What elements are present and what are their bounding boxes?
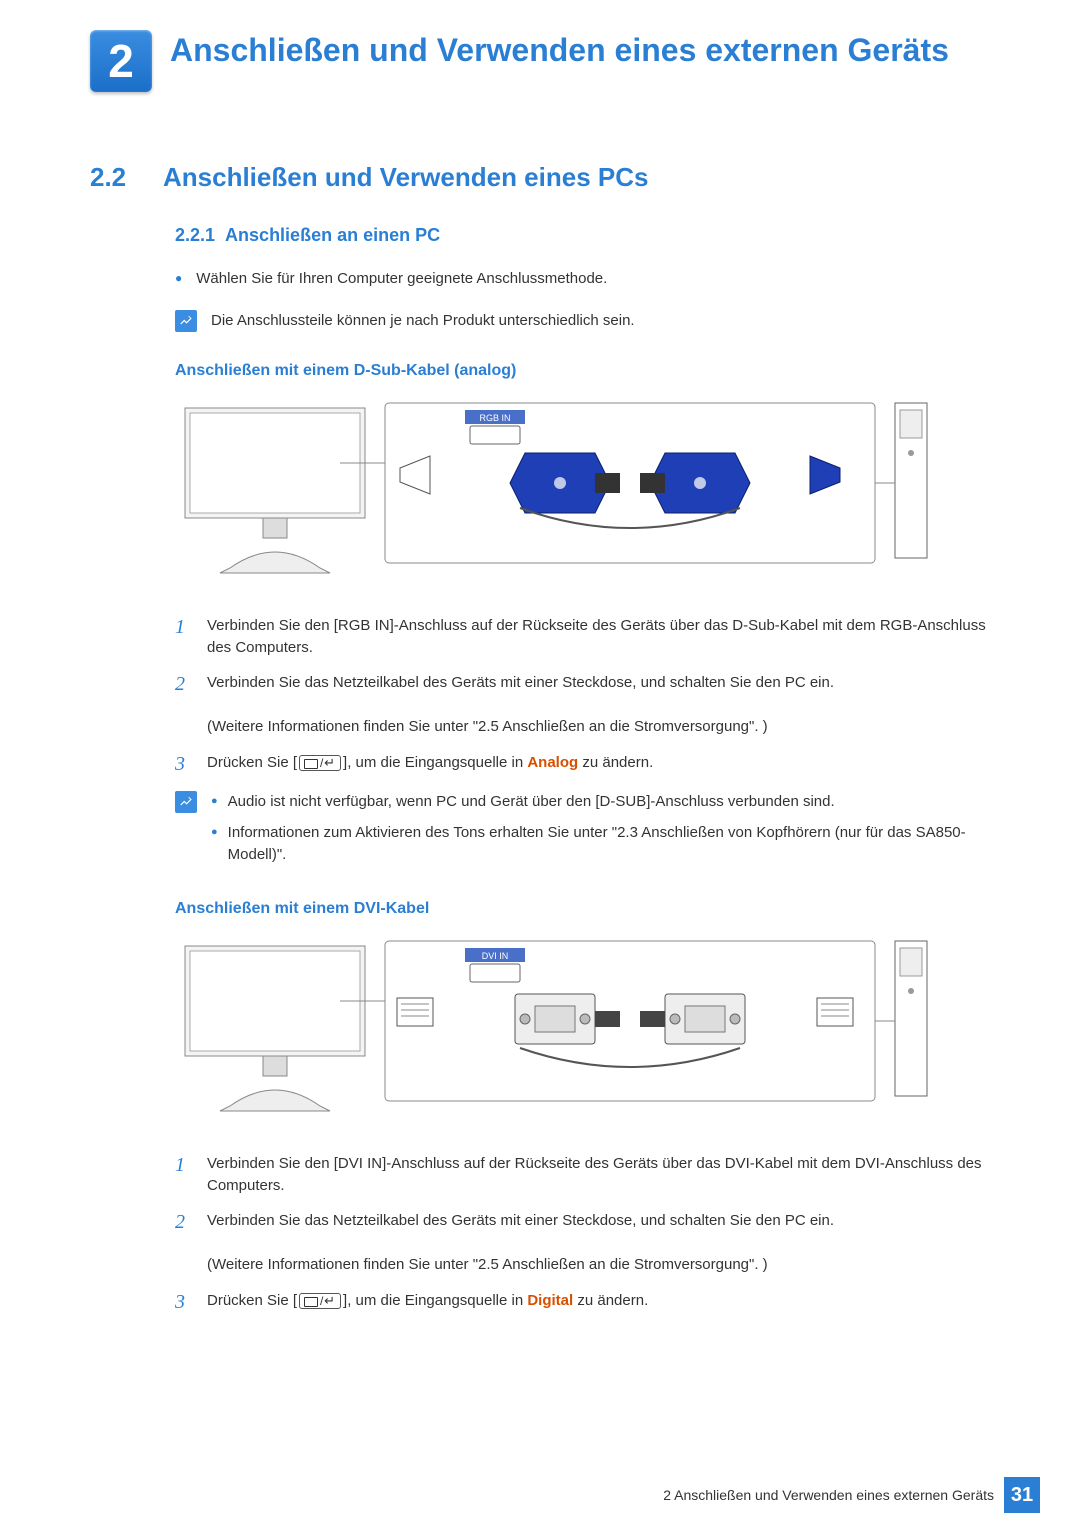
step-item: 2 Verbinden Sie das Netzteilkabel des Ge… — [175, 672, 990, 737]
step-item: 1 Verbinden Sie den [DVI IN]-Anschluss a… — [175, 1153, 990, 1197]
note-text: Die Anschlussteile können je nach Produk… — [211, 310, 635, 332]
source-button-icon: / — [299, 755, 341, 771]
step-text: Verbinden Sie den [DVI IN]-Anschluss auf… — [207, 1153, 990, 1197]
bullet-icon: ● — [211, 822, 218, 866]
chapter-badge: 2 — [90, 30, 152, 92]
step-text-sub: (Weitere Informationen finden Sie unter … — [207, 718, 768, 735]
chapter-header: 2 Anschließen und Verwenden eines extern… — [90, 30, 990, 92]
step-number: 2 — [175, 672, 193, 697]
note-icon — [175, 310, 197, 332]
step3-highlight: Analog — [527, 754, 578, 771]
step-text-sub: (Weitere Informationen finden Sie unter … — [207, 1256, 768, 1273]
step-number: 3 — [175, 1290, 193, 1315]
footer-text: 2 Anschließen und Verwenden eines extern… — [663, 1487, 994, 1503]
note-item-text: Audio ist nicht verfügbar, wenn PC und G… — [228, 791, 835, 813]
step3-pre: Drücken Sie [ — [207, 754, 297, 771]
dsub-diagram: RGB IN — [175, 398, 990, 593]
note-icon — [175, 791, 197, 813]
page-footer: 2 Anschließen und Verwenden eines extern… — [663, 1477, 1040, 1513]
step-item: 1 Verbinden Sie den [RGB IN]-Anschluss a… — [175, 615, 990, 659]
subsection-number: 2.2.1 — [175, 225, 215, 246]
step3-post: ], um die Eingangsquelle in — [343, 1292, 527, 1309]
note-list-block: ● Audio ist nicht verfügbar, wenn PC und … — [175, 791, 990, 876]
source-button-icon: / — [299, 1293, 341, 1309]
vga-connector-icon — [510, 453, 620, 513]
step-item: 3 Drücken Sie [/], um die Eingangsquelle… — [175, 752, 990, 777]
note-list-item: ●Informationen zum Aktivieren des Tons e… — [211, 822, 990, 866]
step-number: 3 — [175, 752, 193, 777]
step-item: 2 Verbinden Sie das Netzteilkabel des Ge… — [175, 1210, 990, 1275]
step-number: 1 — [175, 1153, 193, 1178]
chapter-number: 2 — [108, 34, 134, 88]
step-text: Verbinden Sie das Netzteilkabel des Gerä… — [207, 672, 834, 737]
step-number: 1 — [175, 615, 193, 640]
page-number: 31 — [1004, 1477, 1040, 1513]
note-list-item: ● Audio ist nicht verfügbar, wenn PC und … — [211, 791, 990, 813]
step3-end: zu ändern. — [573, 1292, 648, 1309]
note-item-text: Informationen zum Aktivieren des Tons er… — [228, 822, 990, 866]
subsection-heading: 2.2.1 Anschließen an einen PC — [175, 225, 990, 246]
step3-highlight: Digital — [527, 1292, 573, 1309]
step-text: Drücken Sie [/], um die Eingangsquelle i… — [207, 752, 653, 774]
bullet-icon: ● — [211, 791, 218, 813]
step-text: Verbinden Sie das Netzteilkabel des Gerä… — [207, 1210, 834, 1275]
step-text-main: Verbinden Sie das Netzteilkabel des Gerä… — [207, 674, 834, 691]
bullet-item: ● Wählen Sie für Ihren Computer geeignet… — [175, 268, 990, 290]
dsub-diagram-svg: RGB IN — [175, 398, 935, 588]
step3-end: zu ändern. — [578, 754, 653, 771]
page-content: 2 Anschließen und Verwenden eines extern… — [0, 0, 1080, 1389]
dvi-diagram: DVI IN — [175, 936, 990, 1131]
subsection-title: Anschließen an einen PC — [225, 225, 440, 246]
chapter-title: Anschließen und Verwenden eines externen… — [170, 30, 949, 70]
dsub-heading: Anschließen mit einem D-Sub-Kabel (analo… — [175, 362, 990, 380]
note-list: ● Audio ist nicht verfügbar, wenn PC und … — [211, 791, 990, 876]
step3-pre: Drücken Sie [ — [207, 1292, 297, 1309]
dvi-connector-icon — [515, 994, 620, 1044]
section-number: 2.2 — [90, 162, 145, 193]
step-text: Verbinden Sie den [RGB IN]-Anschluss auf… — [207, 615, 990, 659]
step3-post: ], um die Eingangsquelle in — [343, 754, 527, 771]
dvi-heading: Anschließen mit einem DVI-Kabel — [175, 900, 990, 918]
dvi-diagram-svg: DVI IN — [175, 936, 935, 1126]
section-heading: 2.2 Anschließen und Verwenden eines PCs — [90, 162, 990, 193]
step-text-main: Verbinden Sie das Netzteilkabel des Gerä… — [207, 1212, 834, 1229]
bullet-text: Wählen Sie für Ihren Computer geeignete … — [196, 268, 607, 290]
note-block: Die Anschlussteile können je nach Produk… — [175, 310, 990, 332]
step-item: 3 Drücken Sie [/], um die Eingangsquelle… — [175, 1290, 990, 1315]
svg-text:DVI IN: DVI IN — [482, 951, 509, 961]
bullet-icon: ● — [175, 268, 182, 290]
step-number: 2 — [175, 1210, 193, 1235]
step-text: Drücken Sie [/], um die Eingangsquelle i… — [207, 1290, 648, 1312]
svg-text:RGB IN: RGB IN — [479, 413, 510, 423]
section-title: Anschließen und Verwenden eines PCs — [163, 162, 648, 193]
